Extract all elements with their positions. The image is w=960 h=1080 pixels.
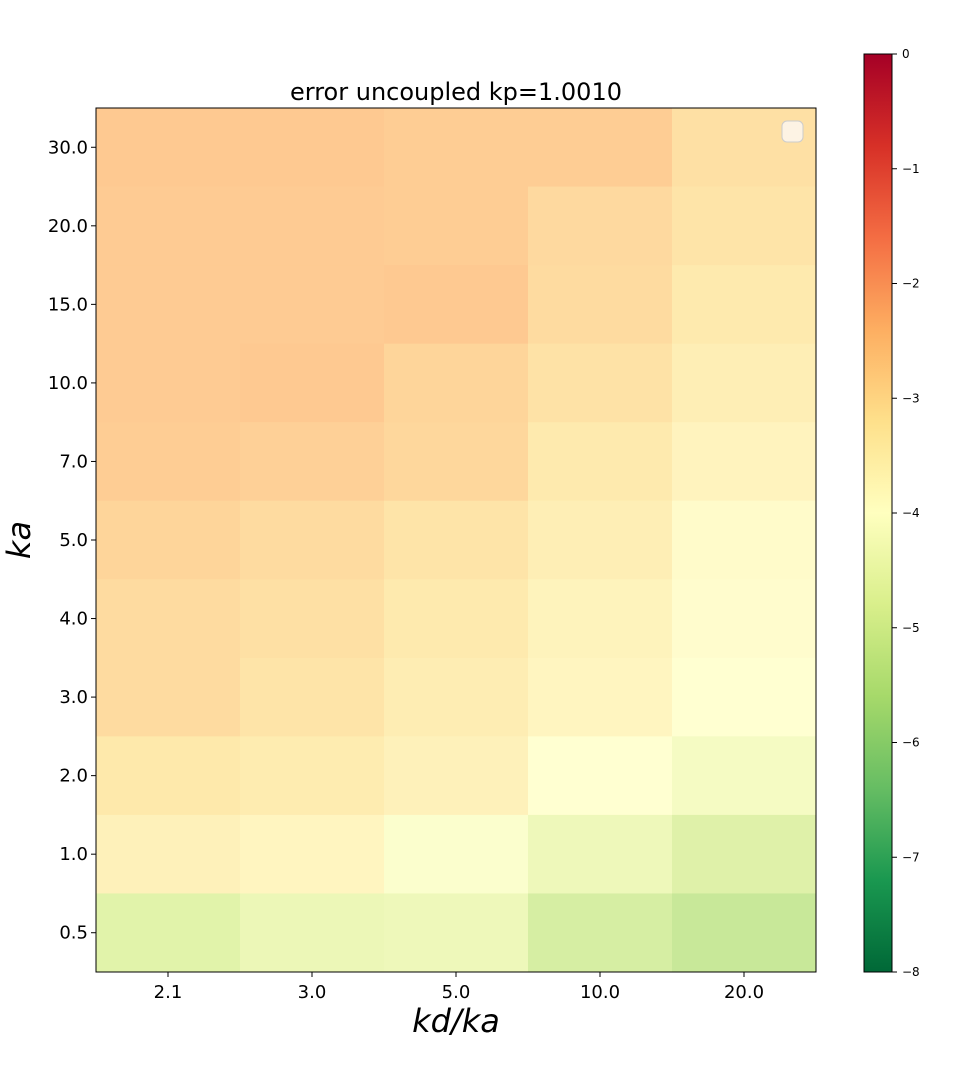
x-tick-label: 2.1 <box>154 982 183 1003</box>
x-tick-label: 5.0 <box>442 982 471 1003</box>
y-axis-ticks: 30.0 20.0 15.0 10.0 7.0 5.0 4.0 3.0 2.0 1.0 0.5 <box>48 137 96 944</box>
heatmap-cell <box>240 500 385 580</box>
y-tick-label: 1.0 <box>59 844 88 865</box>
colorbar-tick-label: −6 <box>902 736 920 750</box>
heatmap-cell <box>384 736 529 816</box>
y-tick-label: 5.0 <box>59 530 88 551</box>
heatmap-cell <box>384 422 529 502</box>
heatmap-cell <box>672 186 817 266</box>
y-tick-label: 20.0 <box>48 216 88 237</box>
heatmap-cell <box>240 736 385 816</box>
heatmap-cell <box>240 657 385 737</box>
colorbar-tick-label: −8 <box>902 965 920 979</box>
colorbar-tick-label: −5 <box>902 621 920 635</box>
y-tick-label: 4.0 <box>59 609 88 630</box>
x-tick-label: 10.0 <box>580 982 620 1003</box>
heatmap-cell <box>528 579 673 659</box>
colorbar-tick-label: −4 <box>902 506 920 520</box>
heatmap-cell <box>528 422 673 502</box>
heatmap-cell <box>384 186 529 266</box>
heatmap-cell <box>96 108 241 188</box>
heatmap-cell <box>672 422 817 502</box>
heatmap-cell <box>672 736 817 816</box>
legend-box <box>781 120 804 143</box>
colorbar-ticks: 0 −1 −2 −3 −4 −5 −6 −7 −8 <box>892 47 920 979</box>
heatmap-cell <box>672 657 817 737</box>
heatmap-cell <box>240 579 385 659</box>
x-axis-label: kd/ka <box>412 1002 500 1040</box>
y-axis-label: ka <box>0 521 38 559</box>
colorbar-tick-label: −7 <box>902 850 920 864</box>
heatmap-cell <box>672 500 817 580</box>
y-tick-label: 0.5 <box>59 923 88 944</box>
heatmap-cell <box>240 186 385 266</box>
heatmap-cell <box>528 500 673 580</box>
heatmap-cell <box>528 814 673 894</box>
x-tick-label: 3.0 <box>298 982 327 1003</box>
x-axis-ticks: 2.1 3.0 5.0 10.0 20.0 <box>154 972 764 1003</box>
colorbar-tick-label: −2 <box>902 277 920 291</box>
heatmap-cell <box>96 893 241 973</box>
heatmap-cell <box>96 736 241 816</box>
heatmap-cell <box>384 893 529 973</box>
heatmap-cell <box>384 343 529 423</box>
heatmap-cell <box>528 736 673 816</box>
heatmap-cell <box>96 657 241 737</box>
y-tick-label: 3.0 <box>59 687 88 708</box>
heatmap-cell <box>528 343 673 423</box>
heatmap-cell <box>240 343 385 423</box>
heatmap-cell <box>384 579 529 659</box>
heatmap-cell <box>96 186 241 266</box>
heatmap-cell <box>528 186 673 266</box>
heatmap-cell <box>96 814 241 894</box>
y-tick-label: 15.0 <box>48 294 88 315</box>
heatmap-cell <box>528 265 673 345</box>
colorbar-tick-label: 0 <box>902 47 910 61</box>
heatmap-cell <box>96 265 241 345</box>
colorbar-tick-label: −3 <box>902 391 920 405</box>
heatmap-cell <box>528 108 673 188</box>
heatmap-cell <box>96 343 241 423</box>
heatmap-cell <box>240 893 385 973</box>
colorbar <box>863 53 893 973</box>
heatmap-cell <box>96 579 241 659</box>
heatmap-cell <box>528 893 673 973</box>
x-tick-label: 20.0 <box>724 982 764 1003</box>
heatmap-cell <box>240 265 385 345</box>
heatmap-cell <box>672 108 817 188</box>
heatmap-cells <box>96 108 817 973</box>
heatmap-cell <box>672 265 817 345</box>
heatmap-cell <box>96 422 241 502</box>
heatmap-cell <box>672 343 817 423</box>
heatmap-cell <box>672 814 817 894</box>
heatmap-cell <box>672 579 817 659</box>
heatmap-cell <box>384 500 529 580</box>
chart-title: error uncoupled kp=1.0010 <box>290 78 622 106</box>
y-tick-label: 7.0 <box>59 451 88 472</box>
heatmap-cell <box>672 893 817 973</box>
y-tick-label: 10.0 <box>48 373 88 394</box>
heatmap-cell <box>96 500 241 580</box>
colorbar-tick-label: −1 <box>902 162 920 176</box>
heatmap-cell <box>240 422 385 502</box>
heatmap-cell <box>384 814 529 894</box>
y-tick-label: 2.0 <box>59 766 88 787</box>
heatmap-cell <box>384 108 529 188</box>
y-tick-label: 30.0 <box>48 137 88 158</box>
heatmap-cell <box>240 108 385 188</box>
heatmap-cell <box>384 657 529 737</box>
heatmap-cell <box>528 657 673 737</box>
heatmap-cell <box>384 265 529 345</box>
heatmap-cell <box>240 814 385 894</box>
